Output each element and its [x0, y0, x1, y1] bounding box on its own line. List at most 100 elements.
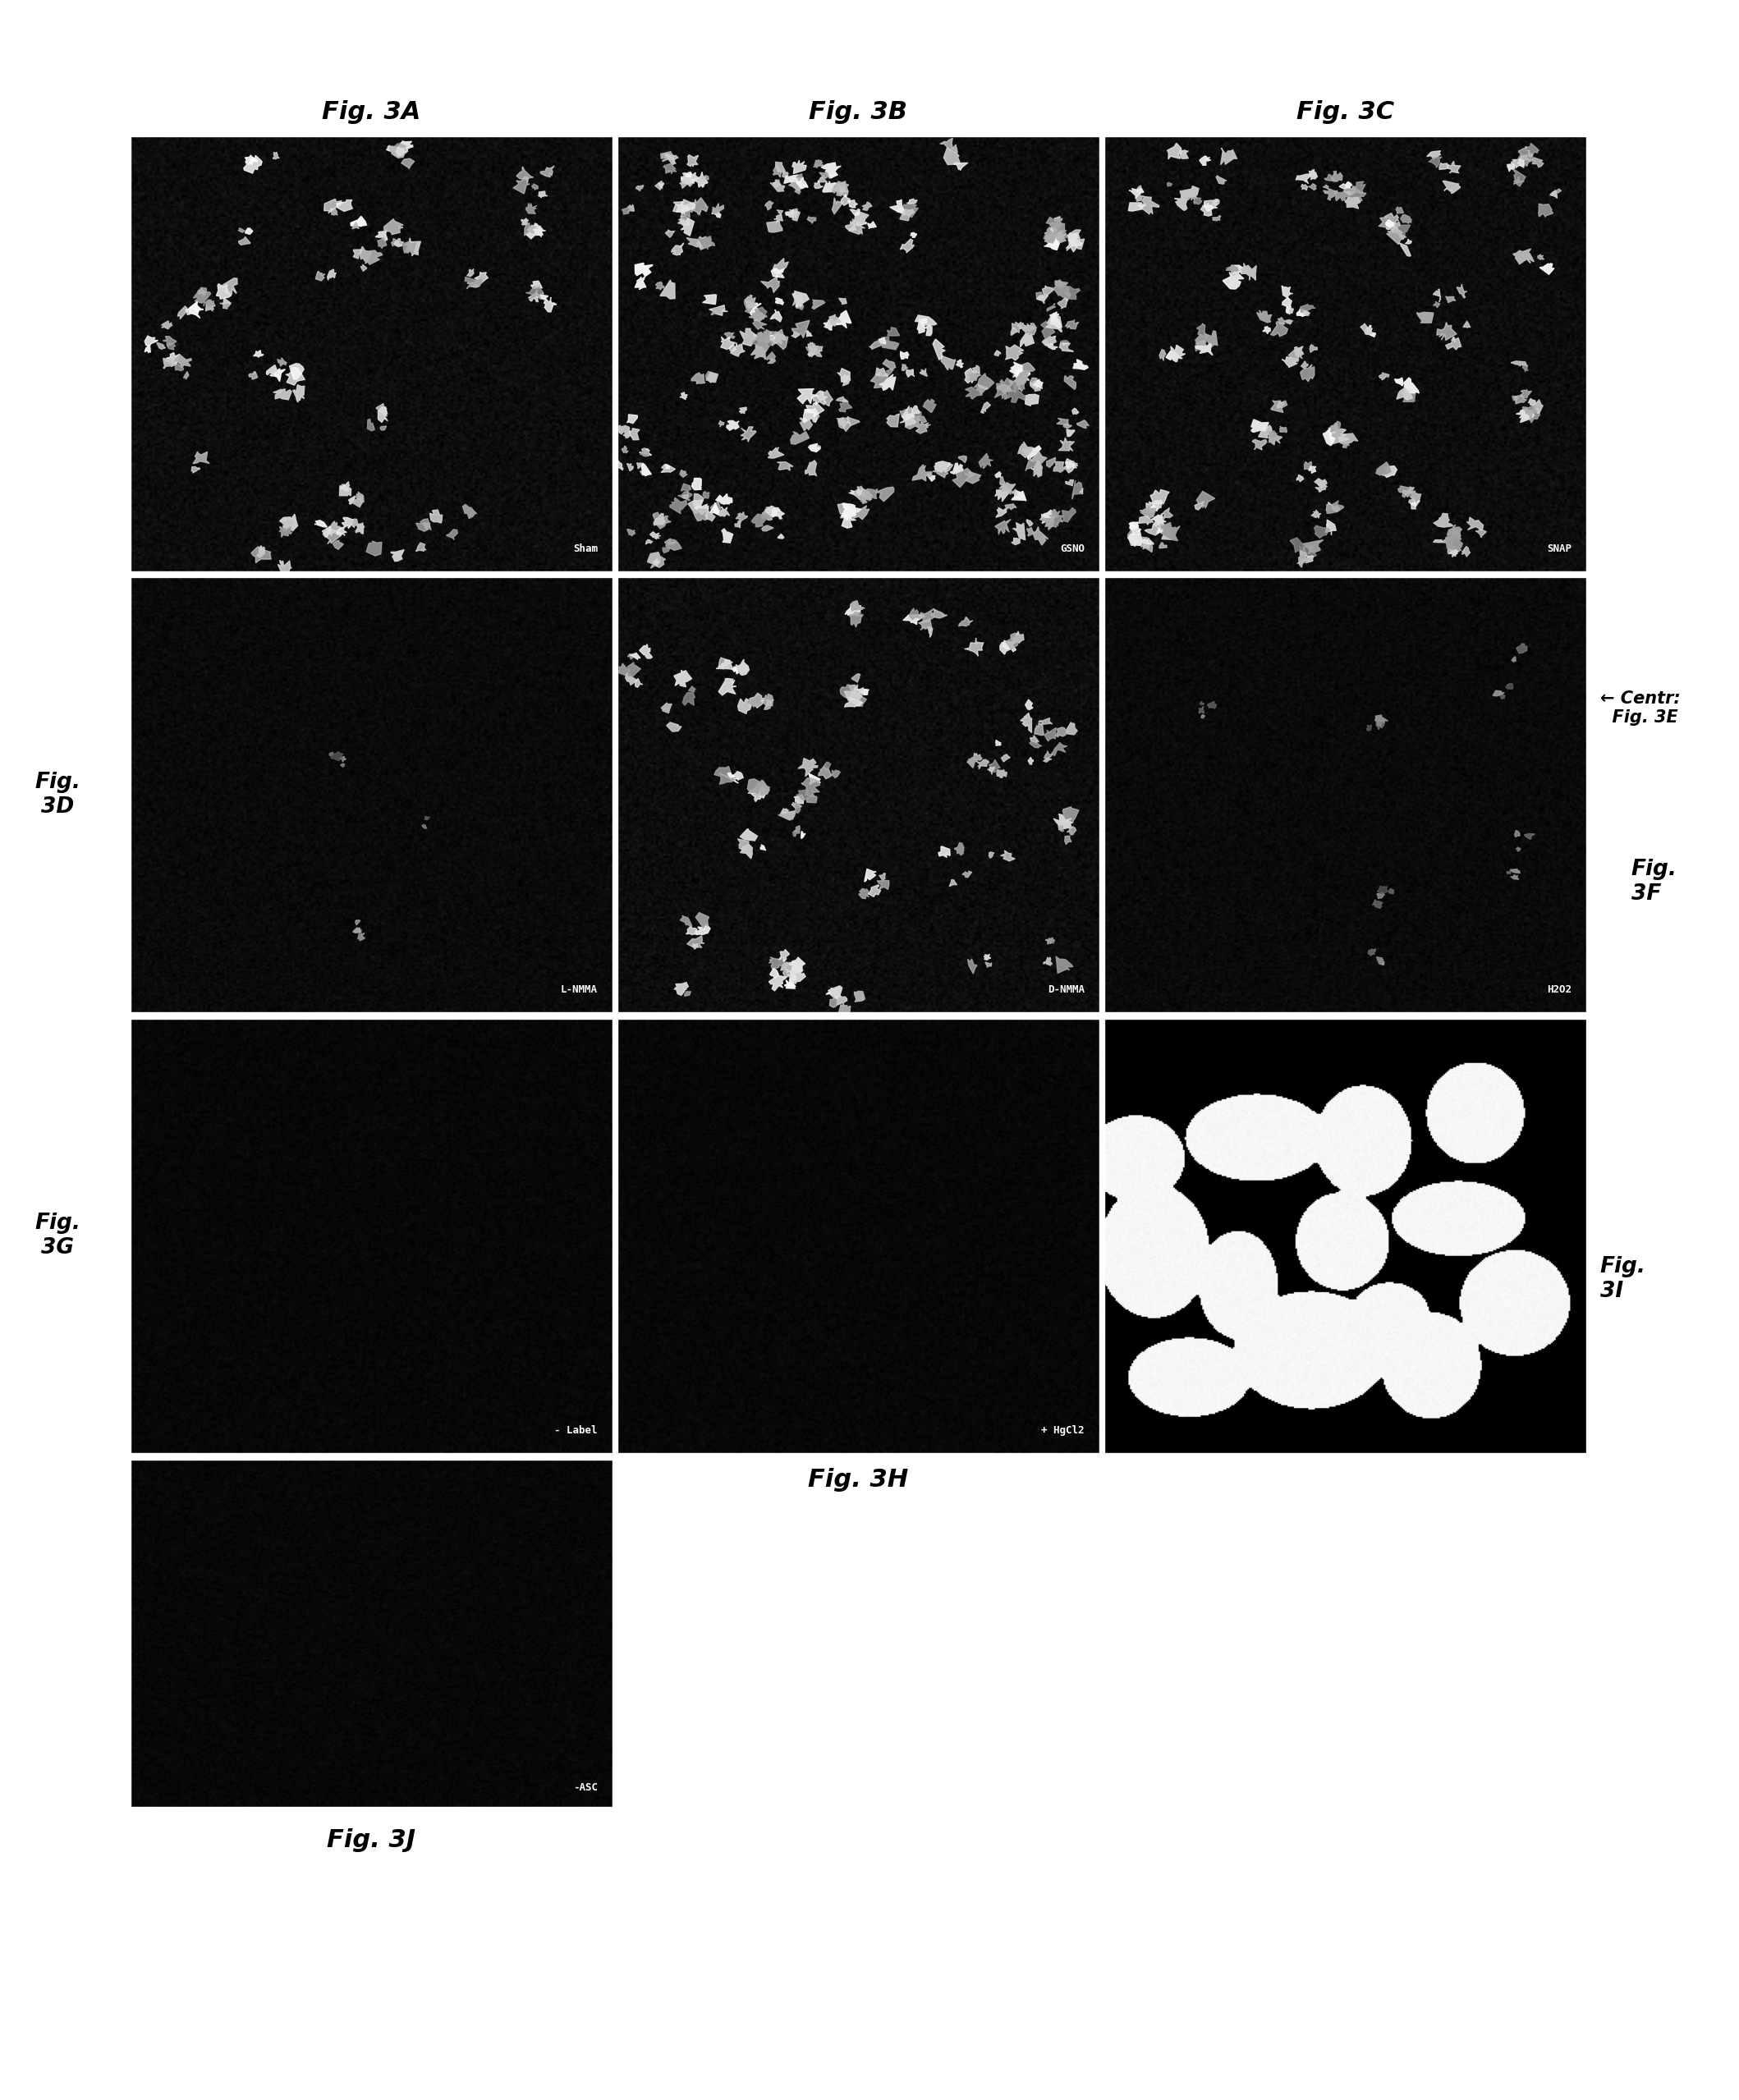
Polygon shape — [1508, 164, 1515, 172]
Polygon shape — [911, 405, 920, 414]
Polygon shape — [1520, 388, 1532, 397]
Polygon shape — [777, 210, 783, 214]
Polygon shape — [791, 800, 802, 808]
Polygon shape — [664, 540, 682, 550]
Polygon shape — [1054, 281, 1068, 296]
Polygon shape — [682, 202, 696, 218]
Text: Fig.
3G: Fig. 3G — [35, 1214, 80, 1258]
Polygon shape — [1229, 265, 1240, 277]
Polygon shape — [384, 218, 403, 235]
Polygon shape — [1071, 481, 1083, 500]
Polygon shape — [805, 346, 817, 357]
Polygon shape — [356, 928, 362, 934]
Polygon shape — [1296, 174, 1311, 183]
Polygon shape — [626, 428, 640, 439]
Polygon shape — [475, 271, 489, 284]
Polygon shape — [1398, 485, 1414, 498]
Polygon shape — [751, 514, 769, 527]
Polygon shape — [687, 237, 703, 248]
Polygon shape — [1221, 149, 1236, 164]
Polygon shape — [358, 930, 365, 941]
Polygon shape — [256, 552, 264, 556]
Polygon shape — [1155, 500, 1162, 508]
Polygon shape — [718, 506, 730, 517]
Polygon shape — [727, 773, 734, 777]
Polygon shape — [654, 514, 664, 525]
Polygon shape — [525, 204, 537, 214]
Polygon shape — [899, 210, 915, 220]
Polygon shape — [795, 794, 803, 804]
Polygon shape — [1271, 321, 1289, 336]
Polygon shape — [661, 464, 675, 472]
Polygon shape — [741, 426, 756, 441]
Polygon shape — [836, 418, 849, 428]
Polygon shape — [790, 968, 805, 983]
Polygon shape — [1555, 189, 1562, 193]
Polygon shape — [1144, 525, 1163, 536]
Polygon shape — [1026, 527, 1035, 536]
Polygon shape — [1005, 634, 1023, 649]
Polygon shape — [1353, 181, 1365, 193]
Polygon shape — [353, 250, 362, 258]
Polygon shape — [635, 678, 643, 687]
Polygon shape — [777, 462, 793, 470]
Polygon shape — [838, 504, 854, 519]
Polygon shape — [1257, 311, 1271, 323]
Polygon shape — [883, 359, 896, 370]
Polygon shape — [882, 336, 889, 344]
Polygon shape — [343, 517, 355, 529]
Polygon shape — [1287, 307, 1294, 315]
Polygon shape — [1516, 407, 1534, 422]
Polygon shape — [897, 204, 918, 216]
Polygon shape — [1049, 514, 1063, 527]
Polygon shape — [683, 693, 696, 706]
Polygon shape — [962, 872, 972, 878]
Polygon shape — [1212, 216, 1221, 220]
Polygon shape — [1280, 426, 1287, 433]
Polygon shape — [920, 368, 927, 376]
Polygon shape — [245, 155, 257, 166]
Polygon shape — [339, 756, 346, 762]
Polygon shape — [1066, 722, 1078, 735]
Polygon shape — [1066, 827, 1076, 834]
Polygon shape — [680, 393, 687, 399]
Polygon shape — [790, 958, 805, 970]
Polygon shape — [1433, 302, 1440, 309]
Polygon shape — [464, 277, 482, 288]
Polygon shape — [1492, 691, 1504, 695]
Polygon shape — [1064, 376, 1076, 388]
Polygon shape — [1203, 332, 1217, 351]
Text: Fig. 3B: Fig. 3B — [809, 101, 908, 124]
Polygon shape — [864, 869, 876, 882]
Polygon shape — [614, 426, 624, 433]
Polygon shape — [1289, 346, 1304, 361]
Polygon shape — [1023, 326, 1036, 334]
Polygon shape — [1012, 489, 1017, 496]
Polygon shape — [1529, 399, 1536, 405]
Polygon shape — [1047, 344, 1057, 349]
Polygon shape — [1129, 533, 1139, 546]
Polygon shape — [1383, 466, 1396, 477]
Polygon shape — [1433, 290, 1440, 302]
Polygon shape — [1043, 729, 1056, 741]
Polygon shape — [336, 527, 346, 536]
Polygon shape — [1054, 216, 1063, 223]
Polygon shape — [280, 514, 297, 531]
Polygon shape — [1282, 357, 1297, 368]
Polygon shape — [685, 991, 690, 995]
Polygon shape — [838, 399, 852, 412]
Polygon shape — [903, 365, 908, 370]
Polygon shape — [1160, 542, 1167, 548]
Polygon shape — [1339, 183, 1353, 189]
Polygon shape — [1367, 724, 1372, 731]
Polygon shape — [1513, 176, 1523, 185]
Polygon shape — [1226, 265, 1238, 271]
Polygon shape — [852, 674, 861, 682]
Polygon shape — [791, 210, 800, 220]
Polygon shape — [1396, 206, 1403, 214]
Polygon shape — [965, 368, 981, 382]
Polygon shape — [901, 351, 909, 359]
Polygon shape — [842, 504, 856, 521]
Polygon shape — [680, 470, 687, 477]
Polygon shape — [283, 519, 294, 529]
